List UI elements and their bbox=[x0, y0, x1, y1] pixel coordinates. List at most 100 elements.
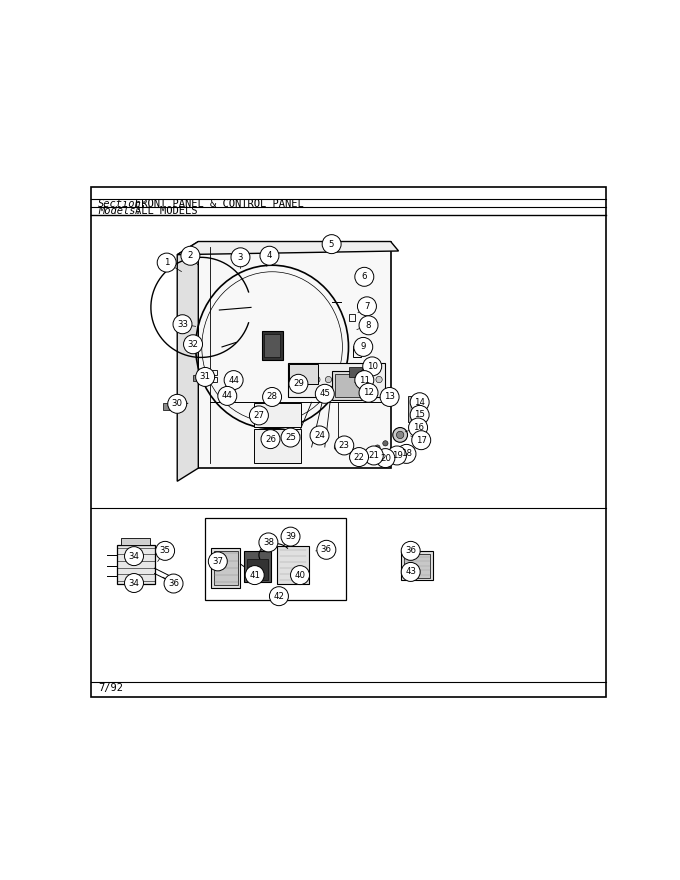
Text: 36: 36 bbox=[168, 579, 179, 588]
Bar bbox=[264, 334, 280, 357]
Text: 35: 35 bbox=[160, 546, 171, 555]
Text: 33: 33 bbox=[177, 319, 188, 329]
Circle shape bbox=[208, 552, 227, 571]
Circle shape bbox=[124, 574, 143, 592]
Circle shape bbox=[380, 387, 399, 407]
Bar bbox=[353, 346, 360, 357]
Circle shape bbox=[156, 541, 175, 561]
Circle shape bbox=[322, 235, 341, 253]
Circle shape bbox=[340, 377, 346, 383]
Text: 2: 2 bbox=[188, 251, 193, 260]
Circle shape bbox=[281, 428, 300, 447]
Bar bbox=[321, 386, 330, 398]
Text: 19: 19 bbox=[392, 451, 403, 460]
Circle shape bbox=[364, 446, 384, 465]
Bar bbox=[348, 314, 355, 320]
Text: 25: 25 bbox=[285, 433, 296, 442]
Bar bbox=[262, 331, 283, 360]
Text: 6: 6 bbox=[362, 272, 367, 282]
Text: 1: 1 bbox=[164, 258, 169, 268]
Text: 34: 34 bbox=[129, 552, 139, 561]
Circle shape bbox=[375, 445, 380, 451]
Circle shape bbox=[412, 430, 430, 450]
Text: 32: 32 bbox=[188, 340, 199, 348]
Text: 36: 36 bbox=[405, 546, 416, 555]
Text: FRONT PANEL & CONTROL PANEL: FRONT PANEL & CONTROL PANEL bbox=[135, 199, 304, 209]
Circle shape bbox=[355, 268, 374, 286]
Text: 8: 8 bbox=[366, 321, 371, 330]
Circle shape bbox=[335, 436, 354, 455]
Bar bbox=[163, 403, 172, 410]
Text: 11: 11 bbox=[359, 376, 370, 385]
Circle shape bbox=[401, 541, 420, 561]
Circle shape bbox=[350, 448, 369, 466]
Text: 26: 26 bbox=[265, 435, 276, 444]
Circle shape bbox=[393, 428, 407, 443]
Circle shape bbox=[269, 587, 288, 605]
Text: Section:: Section: bbox=[98, 199, 148, 209]
Text: 24: 24 bbox=[314, 431, 325, 440]
Text: 13: 13 bbox=[384, 392, 395, 401]
Circle shape bbox=[250, 406, 269, 425]
Circle shape bbox=[376, 377, 382, 383]
Bar bbox=[244, 551, 271, 583]
Circle shape bbox=[181, 246, 200, 265]
Circle shape bbox=[409, 418, 428, 437]
Text: ALL MODELS: ALL MODELS bbox=[135, 207, 198, 216]
Circle shape bbox=[388, 446, 407, 465]
Bar bbox=[247, 559, 268, 580]
Circle shape bbox=[281, 527, 300, 546]
Circle shape bbox=[224, 370, 243, 390]
Bar bbox=[407, 397, 413, 422]
Text: 41: 41 bbox=[249, 570, 260, 580]
Circle shape bbox=[383, 441, 388, 446]
Circle shape bbox=[359, 316, 378, 334]
Circle shape bbox=[157, 253, 176, 272]
Text: 21: 21 bbox=[369, 451, 379, 460]
Text: 4: 4 bbox=[267, 251, 272, 260]
Circle shape bbox=[231, 248, 250, 267]
Bar bbox=[254, 403, 301, 427]
Circle shape bbox=[355, 370, 374, 390]
Circle shape bbox=[262, 387, 282, 407]
Text: 5: 5 bbox=[329, 239, 335, 249]
Bar bbox=[211, 377, 217, 382]
Bar bbox=[199, 241, 390, 468]
Text: 44: 44 bbox=[228, 376, 239, 385]
Text: 14: 14 bbox=[414, 398, 425, 407]
Circle shape bbox=[401, 562, 420, 582]
Text: 37: 37 bbox=[212, 557, 223, 566]
Circle shape bbox=[359, 453, 364, 458]
Text: 44: 44 bbox=[222, 392, 233, 400]
Circle shape bbox=[245, 566, 264, 584]
Text: 7: 7 bbox=[364, 302, 370, 311]
Text: 23: 23 bbox=[339, 441, 350, 450]
Circle shape bbox=[317, 540, 336, 560]
Circle shape bbox=[259, 533, 278, 552]
Bar bbox=[332, 240, 339, 246]
Text: 43: 43 bbox=[405, 568, 416, 576]
Polygon shape bbox=[177, 241, 199, 481]
Bar bbox=[193, 375, 203, 381]
Bar bbox=[121, 539, 150, 545]
Circle shape bbox=[359, 384, 378, 402]
Text: 36: 36 bbox=[321, 546, 332, 554]
Circle shape bbox=[261, 429, 280, 449]
Circle shape bbox=[365, 377, 372, 383]
Text: 29: 29 bbox=[293, 379, 304, 388]
Bar bbox=[401, 552, 432, 581]
Text: 22: 22 bbox=[354, 452, 364, 461]
Text: 38: 38 bbox=[263, 538, 274, 547]
Text: 7/92: 7/92 bbox=[98, 683, 123, 693]
Bar bbox=[335, 374, 360, 397]
Circle shape bbox=[316, 385, 335, 403]
Circle shape bbox=[184, 334, 203, 354]
Circle shape bbox=[396, 431, 404, 438]
Circle shape bbox=[293, 575, 299, 580]
Bar bbox=[211, 370, 217, 375]
Text: 27: 27 bbox=[254, 411, 265, 420]
Circle shape bbox=[325, 377, 332, 383]
Text: 3: 3 bbox=[238, 253, 243, 262]
Text: 42: 42 bbox=[273, 591, 284, 601]
Circle shape bbox=[218, 386, 237, 406]
